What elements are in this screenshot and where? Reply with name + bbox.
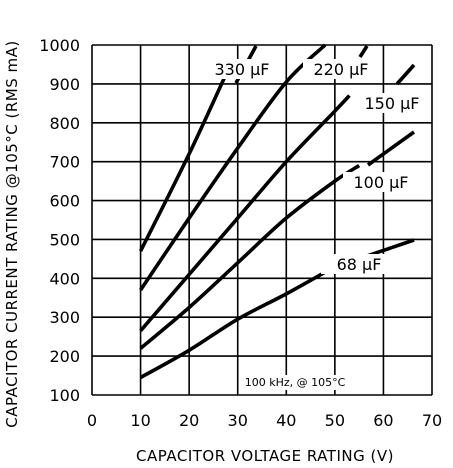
- x-tick-label: 30: [228, 411, 248, 430]
- series-label-background: [354, 93, 430, 113]
- y-tick-label: 1000: [39, 36, 80, 55]
- series-line-continuation-2: [395, 63, 416, 86]
- series-line-3: [139, 164, 361, 350]
- y-tick-label: 200: [49, 347, 80, 366]
- y-tick-label: 900: [49, 75, 80, 94]
- series-label-background: [321, 254, 397, 274]
- series-curves: [138, 43, 361, 380]
- x-tick-label: 40: [276, 411, 296, 430]
- series-line-continuation-4: [366, 238, 415, 258]
- x-axis-title: CAPACITOR VOLTAGE RATING (V): [136, 447, 394, 465]
- y-tick-label: 400: [49, 269, 80, 288]
- y-tick-label: 600: [49, 192, 80, 211]
- x-tick-label: 10: [130, 411, 150, 430]
- x-tick-label: 0: [87, 411, 97, 430]
- series-line-0: [138, 63, 233, 252]
- series-label-background: [343, 172, 419, 192]
- series-labels: 330 µF 220 µF 150 µF 100 µF 68 µF: [204, 45, 430, 274]
- series-label-background: [204, 59, 280, 79]
- series-line-continuation-3: [366, 130, 416, 167]
- x-tick-label: 20: [179, 411, 199, 430]
- series-label-0: 330 µF: [214, 60, 269, 79]
- series-label-2: 150 µF: [364, 94, 419, 113]
- tick-labels: 0 10 20 30 40 50 60 70 100 200 300 400 500 600 700 800 9…: [39, 36, 442, 430]
- y-tick-label: 100: [49, 386, 80, 405]
- series-label-1: 220 µF: [313, 60, 368, 79]
- y-axis-title: CAPACITOR CURRENT RATING @105°C (RMS mA): [3, 40, 21, 428]
- x-tick-label: 50: [325, 411, 345, 430]
- series-label-4: 68 µF: [337, 255, 382, 274]
- y-tick-label: 300: [49, 308, 80, 327]
- series-line-continuation-1: [358, 45, 369, 58]
- x-tick-label: 60: [373, 411, 393, 430]
- note-background: [241, 375, 349, 390]
- y-tick-label: 700: [49, 153, 80, 172]
- y-tick-label: 800: [49, 114, 80, 133]
- series-label-3: 100 µF: [353, 173, 408, 192]
- series-line-4: [139, 265, 336, 380]
- series-label-background: [303, 59, 379, 79]
- y-tick-label: 500: [49, 230, 80, 249]
- series-line-2: [139, 94, 351, 333]
- conditions-note: 100 kHz, @ 105°C: [245, 376, 346, 389]
- x-tick-label: 70: [422, 411, 442, 430]
- series-line-1: [139, 43, 327, 292]
